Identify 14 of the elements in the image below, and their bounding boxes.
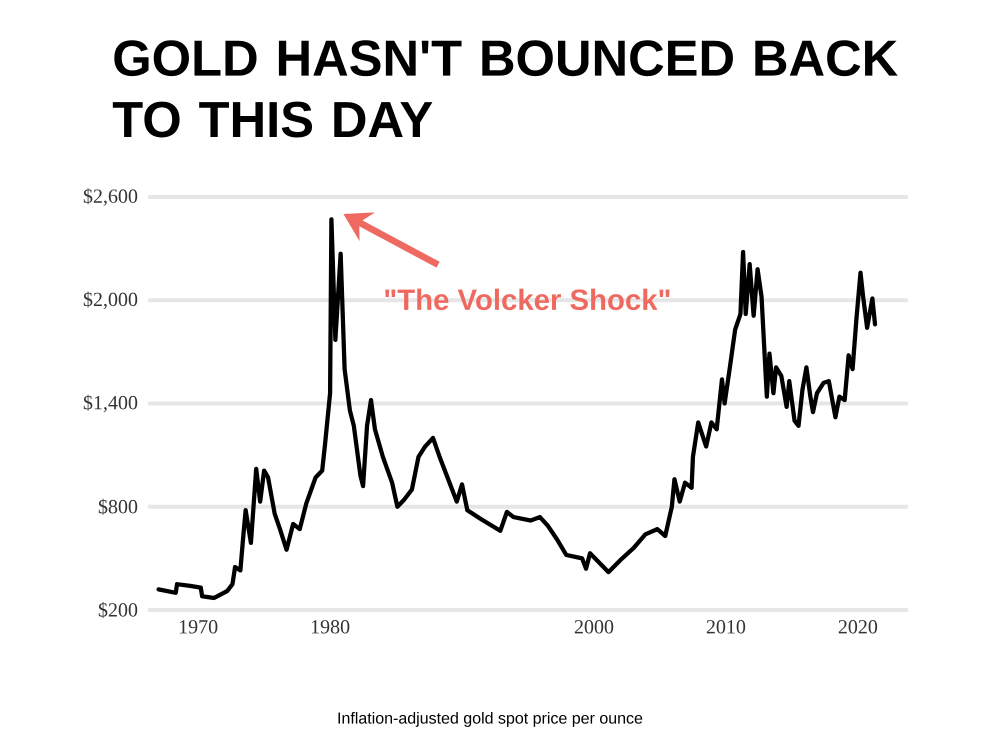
x-tick-label: 2000 [574,620,614,634]
x-tick-label: 2010 [706,620,746,634]
x-tick-label: 1980 [312,620,350,634]
y-tick-label: $2,600 [84,188,138,206]
y-tick-label: $800 [98,498,138,515]
y-tick-label: $2,000 [84,291,138,310]
x-axis-title: Inflation-adjusted gold spot price per ounce [338,712,642,727]
annotation: "The Volcker Shock" [385,288,670,310]
x-tick-label: 1970 [180,620,218,634]
line-series [156,217,878,600]
x-tick-label: 2020 [838,620,878,634]
chart-title: GOLD HASN'T BOUNCED BACK TO THIS DAY [112,40,898,138]
y-tick-label: $200 [98,602,138,618]
y-tick-label: $1,400 [84,394,138,412]
